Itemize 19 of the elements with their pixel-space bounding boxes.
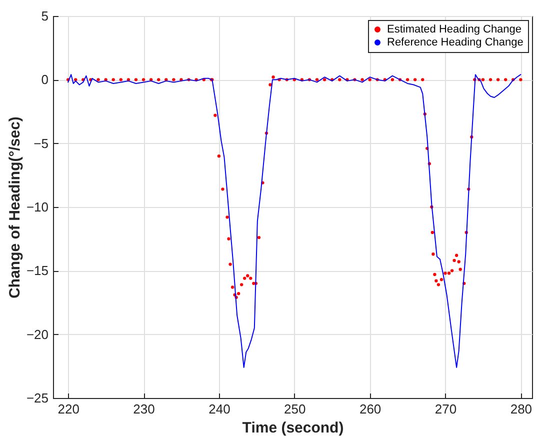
x-axis-title: Time (second) <box>242 420 344 436</box>
x-tick-label: 230 <box>133 402 155 416</box>
y-axis-title: Change of Heading(°/sec) <box>6 116 24 298</box>
x-tick-label: 270 <box>434 402 457 416</box>
x-tick-label: 240 <box>208 402 230 416</box>
x-tick-label: 280 <box>510 402 532 416</box>
y-tick-label: −10 <box>26 200 48 214</box>
y-tick-label: −25 <box>26 390 48 406</box>
y-tick-label: −15 <box>26 263 48 278</box>
y-tick-label: −5 <box>34 136 48 151</box>
legend-label: Estimated Heading Change <box>387 24 522 36</box>
x-tick-label: 260 <box>359 402 382 416</box>
x-tick-label: 250 <box>284 402 306 416</box>
x-tick-label: 220 <box>58 402 80 416</box>
y-tick-label: 0 <box>41 72 48 88</box>
y-tick-label: −20 <box>26 326 48 342</box>
y-tick-label: 5 <box>41 8 48 24</box>
legend-label: Reference Heading Change <box>387 36 524 48</box>
line-series <box>68 74 522 368</box>
